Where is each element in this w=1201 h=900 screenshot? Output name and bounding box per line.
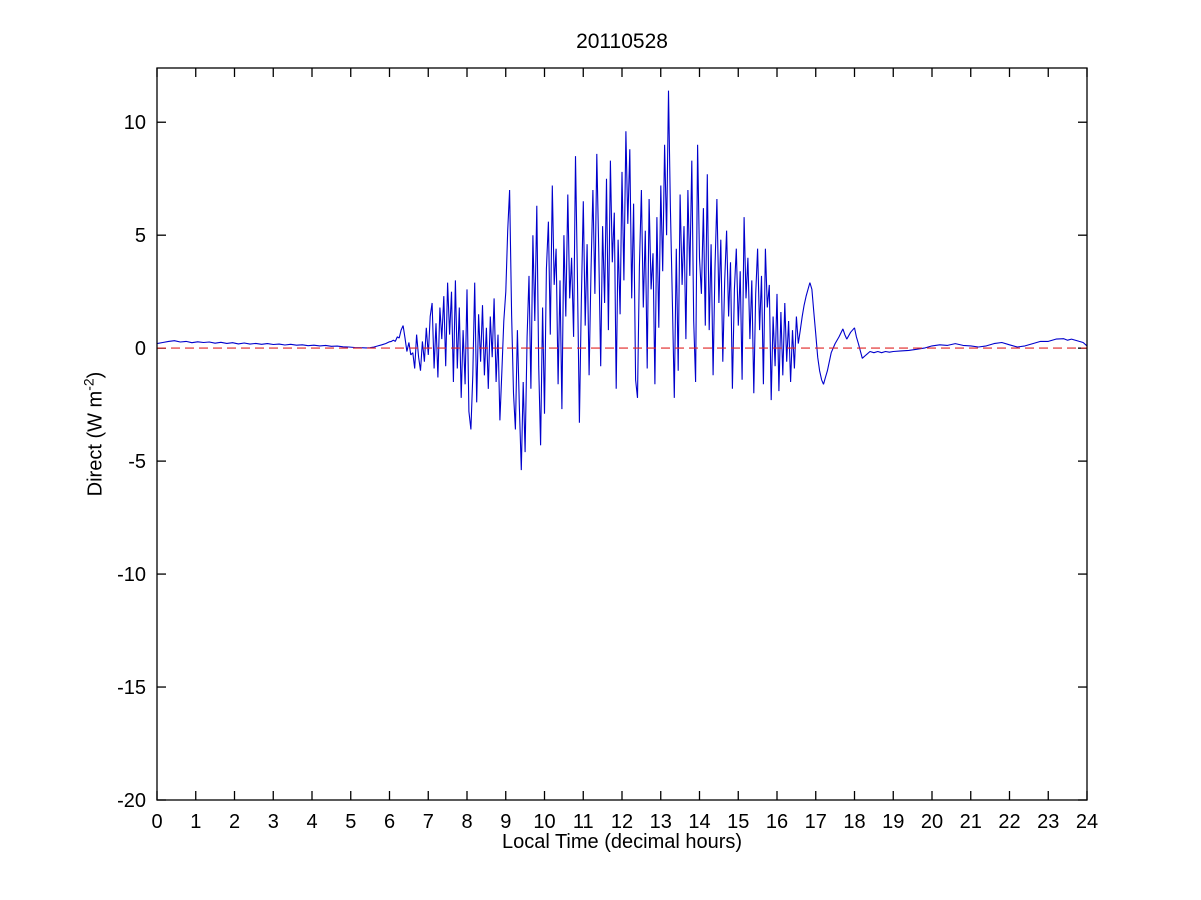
x-tick-label: 20 (921, 811, 943, 833)
x-tick-label: 18 (843, 811, 865, 833)
x-tick-label: 8 (461, 811, 472, 833)
x-tick-label: 23 (1037, 811, 1059, 833)
x-tick-label: 13 (650, 811, 672, 833)
axes-box (156, 67, 1088, 801)
y-tick-label: 10 (124, 112, 146, 134)
y-tick-label: -5 (128, 451, 146, 473)
y-tick-label: -20 (117, 790, 146, 812)
y-tick-label: 5 (135, 225, 146, 247)
x-tick-label: 0 (151, 811, 162, 833)
x-tick-label: 7 (423, 811, 434, 833)
x-axis-label: Local Time (decimal hours) (501, 831, 743, 853)
x-tick-label: 11 (573, 811, 594, 833)
x-tick-label: 24 (1076, 811, 1098, 833)
series-direct-irradiance (156, 90, 1088, 471)
chart-title: 20110528 (576, 30, 668, 53)
y-tick-label: -15 (117, 677, 146, 699)
x-tick-label: 10 (533, 811, 555, 833)
x-tick-label: 14 (688, 811, 710, 833)
y-tick-label: -10 (117, 564, 146, 586)
x-tick-label: 16 (766, 811, 788, 833)
x-tick-label: 19 (882, 811, 904, 833)
x-tick-label: 21 (960, 811, 982, 833)
x-tick-label: 9 (500, 811, 511, 833)
y-tick-label: 0 (135, 338, 146, 360)
x-tick-label: 3 (268, 811, 279, 833)
x-tick-label: 4 (306, 811, 317, 833)
x-tick-label: 15 (727, 811, 749, 833)
x-tick-label: 22 (998, 811, 1020, 833)
x-tick-label: 5 (345, 811, 356, 833)
x-tick-label: 2 (229, 811, 240, 833)
x-tick-label: 6 (384, 811, 395, 833)
x-tick-label: 1 (190, 811, 201, 833)
x-tick-label: 12 (611, 811, 633, 833)
x-tick-label: 17 (805, 811, 827, 833)
